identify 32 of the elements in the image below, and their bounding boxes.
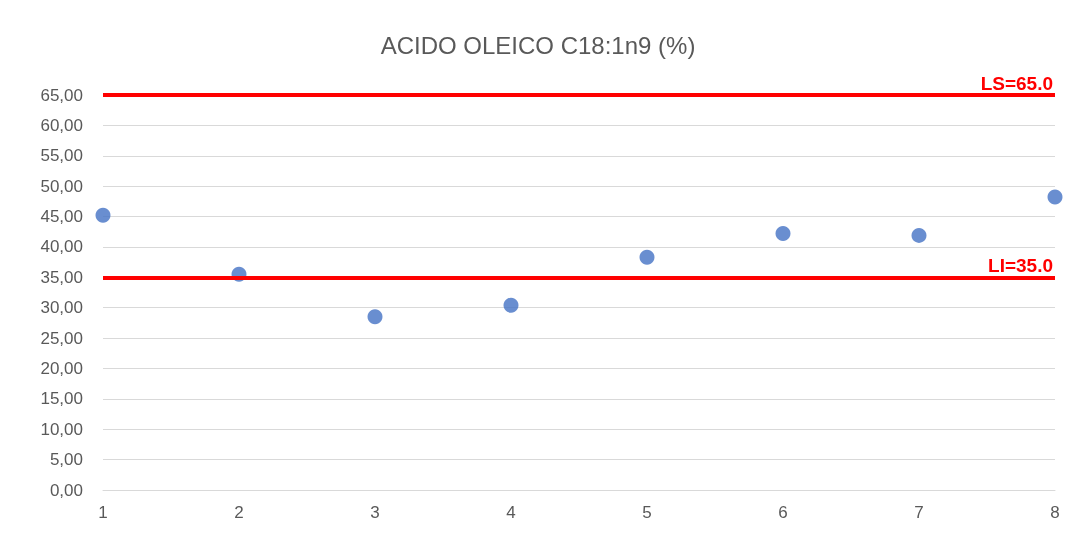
y-tick-label: 40,00 bbox=[40, 237, 83, 257]
y-tick-label: 10,00 bbox=[40, 419, 83, 439]
chart-title: ACIDO OLEICO C18:1n9 (%) bbox=[380, 31, 696, 59]
point bbox=[639, 249, 655, 265]
x-tick-label: 2 bbox=[234, 503, 244, 522]
x-tick-label: 1 bbox=[98, 503, 108, 522]
y-tick-label: 45,00 bbox=[40, 207, 83, 227]
y-tick-label: 25,00 bbox=[40, 328, 83, 348]
y-tick-label: 15,00 bbox=[40, 389, 83, 409]
y-tick-label: 5,00 bbox=[49, 450, 83, 470]
point bbox=[911, 227, 927, 243]
point bbox=[1047, 189, 1063, 205]
y-tick-label: 30,00 bbox=[40, 298, 83, 318]
x-tick-label: 6 bbox=[778, 503, 788, 522]
ref-line-label: LI=35.0 bbox=[988, 255, 1053, 277]
y-tick-label: 60,00 bbox=[40, 115, 83, 135]
ref-line-label: LS=65.0 bbox=[980, 73, 1053, 94]
point bbox=[95, 207, 111, 223]
y-tick-label: 0,00 bbox=[49, 480, 83, 500]
x-tick-label: 7 bbox=[914, 503, 924, 522]
y-tick-label: 55,00 bbox=[40, 146, 83, 166]
point bbox=[503, 297, 519, 313]
y-tick-label: 35,00 bbox=[40, 267, 83, 287]
point bbox=[367, 309, 383, 325]
x-tick-label: 3 bbox=[370, 503, 380, 522]
point bbox=[775, 226, 791, 242]
y-tick-label: 65,00 bbox=[40, 85, 83, 105]
x-tick-label: 5 bbox=[642, 503, 652, 522]
x-tick-label: 8 bbox=[1050, 503, 1060, 522]
y-tick-label: 20,00 bbox=[40, 358, 83, 378]
x-tick-label: 4 bbox=[506, 503, 516, 522]
y-tick-label: 50,00 bbox=[40, 176, 83, 196]
